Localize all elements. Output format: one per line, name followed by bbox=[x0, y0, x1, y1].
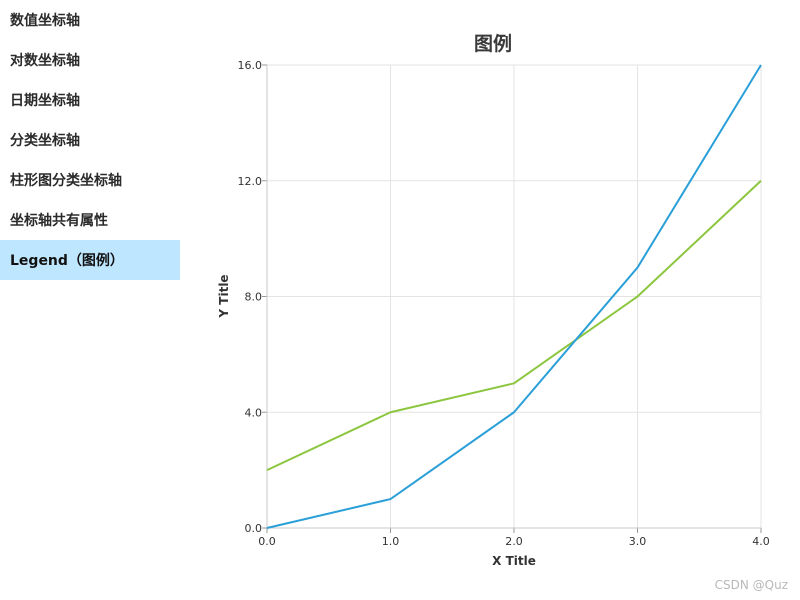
sidebar-item-label: Legend（图例） bbox=[10, 253, 124, 269]
sidebar-item-label: 坐标轴共有属性 bbox=[10, 213, 108, 229]
sidebar-item-numeric-axis[interactable]: 数值坐标轴 bbox=[0, 0, 180, 40]
sidebar-item-label: 分类坐标轴 bbox=[10, 133, 80, 149]
chart-title: 图例 bbox=[474, 32, 512, 55]
x-tick-label: 4.0 bbox=[752, 535, 770, 548]
sidebar-item-label: 数值坐标轴 bbox=[10, 13, 80, 29]
sidebar-item-axis-common-properties[interactable]: 坐标轴共有属性 bbox=[0, 200, 180, 240]
chart-grid bbox=[266, 64, 762, 529]
chart-series bbox=[266, 64, 762, 529]
x-tick-label: 1.0 bbox=[382, 535, 400, 548]
series-line-1 bbox=[266, 64, 762, 529]
sidebar-item-date-axis[interactable]: 日期坐标轴 bbox=[0, 80, 180, 120]
x-tick-label: 3.0 bbox=[629, 535, 647, 548]
series-line-2 bbox=[266, 180, 762, 472]
sidebar-item-log-axis[interactable]: 对数坐标轴 bbox=[0, 40, 180, 80]
watermark: CSDN @Quz bbox=[714, 578, 788, 592]
y-tick-label: 4.0 bbox=[245, 406, 263, 419]
sidebar-item-legend[interactable]: Legend（图例） bbox=[0, 240, 180, 280]
x-axis-title: X Title bbox=[492, 554, 536, 568]
y-tick-label: 8.0 bbox=[245, 291, 263, 304]
sidebar-nav: 数值坐标轴 对数坐标轴 日期坐标轴 分类坐标轴 柱形图分类坐标轴 坐标轴共有属性… bbox=[0, 0, 180, 600]
sidebar-item-label: 对数坐标轴 bbox=[10, 53, 80, 69]
line-chart: 图例 0.0 1.0 2.0 3.0 4.0 0.0 4.0 8.0 12.0 16.0 X Ti… bbox=[217, 32, 770, 568]
x-tick-label: 0.0 bbox=[258, 535, 276, 548]
sidebar-item-label: 柱形图分类坐标轴 bbox=[10, 173, 122, 189]
chart-panel: 图例 0.0 1.0 2.0 3.0 4.0 0.0 4.0 8.0 12.0 16.0 X Ti… bbox=[180, 0, 800, 600]
x-tick-label: 2.0 bbox=[505, 535, 523, 548]
y-axis-title: Y Title bbox=[217, 274, 231, 318]
y-tick-label: 0.0 bbox=[245, 522, 263, 535]
chart-axes: 0.0 1.0 2.0 3.0 4.0 0.0 4.0 8.0 12.0 16.0 bbox=[238, 59, 770, 548]
y-tick-label: 12.0 bbox=[238, 175, 263, 188]
y-tick-label: 16.0 bbox=[238, 59, 263, 72]
sidebar-item-bar-category-axis[interactable]: 柱形图分类坐标轴 bbox=[0, 160, 180, 200]
sidebar-item-category-axis[interactable]: 分类坐标轴 bbox=[0, 120, 180, 160]
sidebar-item-label: 日期坐标轴 bbox=[10, 93, 80, 109]
